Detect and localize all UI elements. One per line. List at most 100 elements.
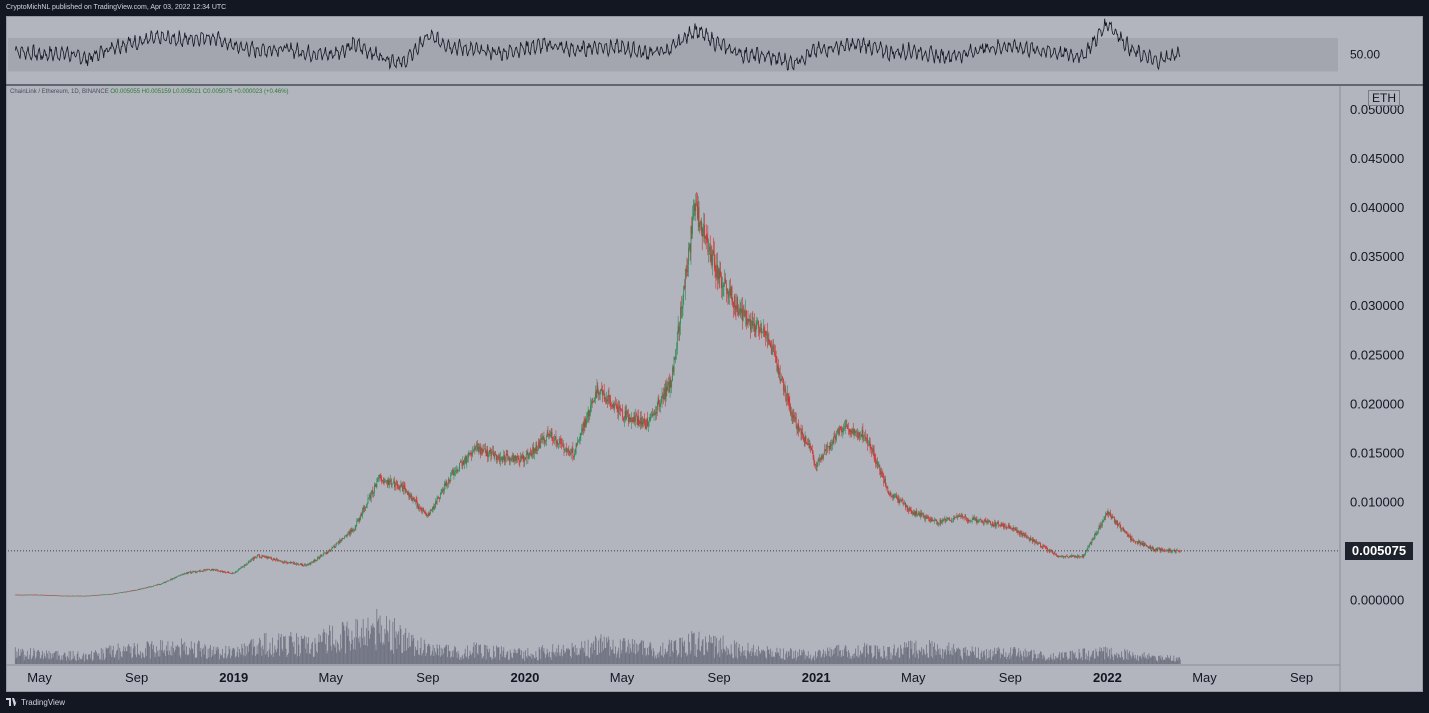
volume-bar [255,653,257,664]
candle-body [481,448,483,452]
candle-body [639,421,640,424]
candle-body [46,595,48,596]
candle-body [104,594,105,596]
candle-body [967,519,969,521]
candle-body [772,346,774,347]
candle-body [206,569,208,570]
volume-bar [709,634,710,664]
candle-body [300,563,302,565]
volume-bar [188,655,190,664]
volume-bar [139,655,141,664]
volume-bar [113,657,115,664]
volume-bar [173,648,174,664]
candle-body [869,441,871,448]
candle-body [982,521,984,523]
volume-bar [17,656,19,664]
candle-body [1129,535,1131,537]
candle-body [745,310,747,325]
volume-bar [721,652,723,664]
candle-body [683,285,685,298]
candle-body [363,508,365,509]
candle-body [837,430,839,431]
candle-body [87,595,89,597]
volume-bar [325,644,326,664]
volume-bar [636,652,638,664]
volume-bar [377,621,379,664]
brand-label[interactable]: TradingView [21,698,66,707]
volume-bar [644,647,646,664]
volume-bar [717,652,719,664]
volume-bar [594,649,595,664]
volume-bar [657,652,659,664]
volume-bar [209,647,211,664]
volume-bar [365,644,366,664]
candle-body [917,513,919,515]
volume-bar [1105,646,1106,664]
candle-body [222,570,223,573]
volume-bar [712,642,714,664]
volume-bar [258,643,260,664]
volume-bar [470,653,472,664]
candle-body [987,520,989,523]
candle-body [1175,551,1176,553]
candle-body [942,519,943,522]
volume-bar [661,656,663,664]
volume-bar [787,652,789,664]
candle-body [537,450,538,451]
candle-body [299,564,301,565]
volume-bar [498,647,500,664]
candle-body [941,521,943,524]
volume-bar [505,654,507,664]
volume-bar [312,641,313,664]
volume-bar [345,653,346,664]
volume-bar [141,658,142,664]
volume-bar [956,647,958,664]
candle-body [309,562,311,564]
candle-body [409,497,411,498]
volume-bar [705,642,707,664]
candle-body [530,453,532,456]
candle-body [259,554,260,558]
candle-body [511,459,513,460]
candle-body [532,447,534,454]
y-tick-label: 0.015000 [1350,445,1404,460]
candle-body [638,416,640,422]
volume-bar [379,615,381,664]
candle-body [317,557,319,559]
volume-bar [38,651,40,664]
volume-bar [357,619,358,664]
volume-bar [420,637,422,664]
volume-bar [277,639,279,664]
volume-bar [318,634,320,664]
candle-body [336,542,338,544]
candle-body [43,594,44,596]
candle-body [944,518,946,520]
volume-bar [557,652,558,664]
candle-body [579,435,581,439]
volume-bar [774,657,775,664]
candle-body [388,480,390,485]
candle-body [262,555,264,557]
volume-bar [334,647,336,664]
candle-body [937,522,939,524]
candle-body [186,572,187,574]
candle-body [584,419,586,428]
candle-body [94,595,96,596]
candle-body [1115,521,1117,524]
candle-body [1031,538,1033,540]
currency-label[interactable]: ETH [1368,90,1400,106]
candle-body [736,297,738,309]
candle-body [353,529,354,531]
candle-body [1084,553,1086,556]
tradingview-logo-icon[interactable] [6,698,18,706]
volume-bar [389,619,391,664]
volume-bar [791,658,793,664]
chart-frame[interactable] [6,16,1423,692]
candle-body [934,519,936,521]
volume-bar [67,657,69,664]
candle-body [446,481,448,485]
candle-body [1001,523,1003,525]
volume-bar [244,656,246,664]
candle-body [988,520,990,522]
